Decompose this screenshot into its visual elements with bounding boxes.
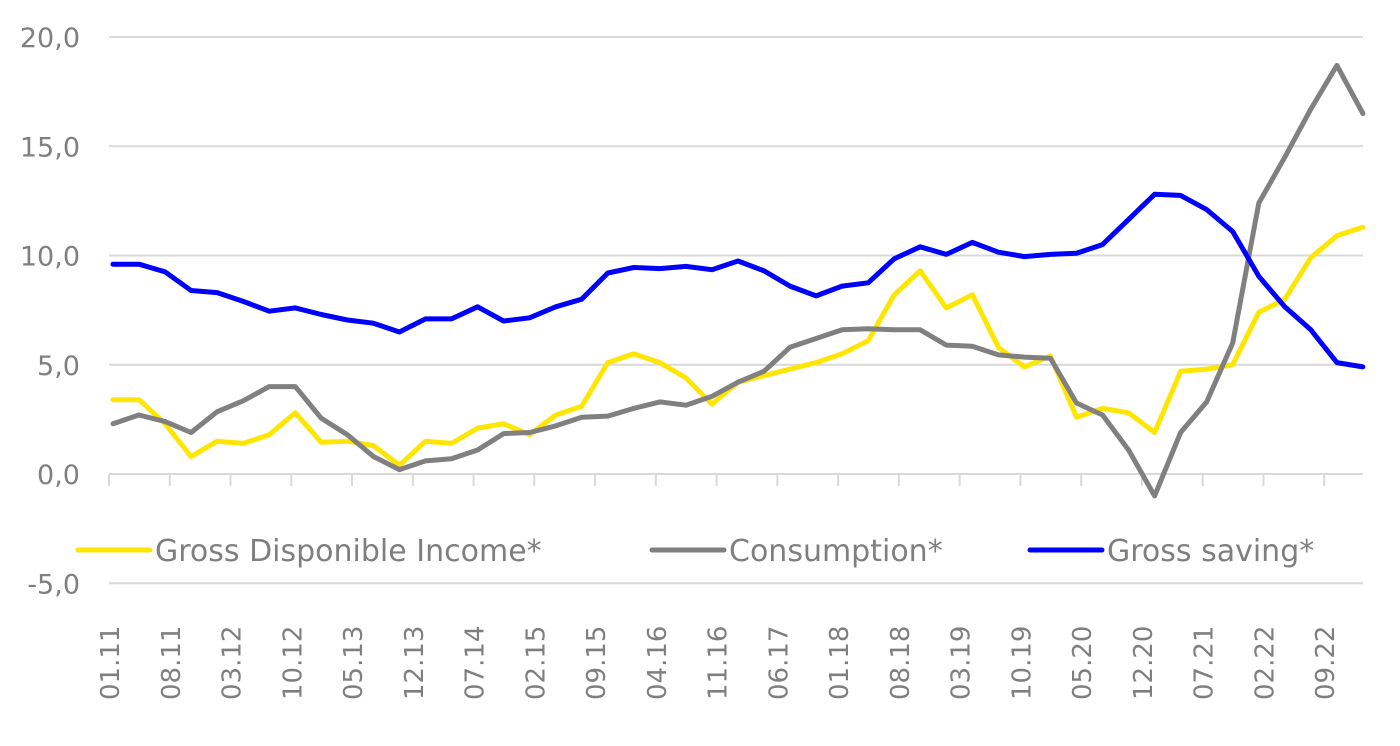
y-axis-tick-labels: 20,0 15,0 10,0 5,0 0,0 -5,0 [20, 23, 80, 600]
x-tick-label: 03.19 [947, 626, 977, 700]
legend-item-consumption[interactable]: Consumption* [649, 534, 943, 569]
y-tick-label: -5,0 [27, 569, 80, 600]
legend-label-gross-saving: Gross saving* [1107, 534, 1314, 569]
x-tick-label: 10.19 [1007, 626, 1037, 700]
x-tick-label: 12.20 [1129, 626, 1159, 700]
x-tick-label: 02.22 [1250, 626, 1280, 700]
x-tick-label: 07.14 [461, 626, 491, 700]
x-tick-label: 05.13 [339, 626, 369, 700]
legend-label-income: Gross Disponible Income* [155, 534, 542, 569]
x-tick-label: 10.12 [278, 626, 308, 700]
x-tick-label: 05.20 [1068, 626, 1098, 700]
gridlines [109, 36, 1363, 585]
series-lines [110, 62, 1366, 499]
x-tick-label: 09.15 [582, 626, 612, 700]
legend-label-consumption: Consumption* [729, 534, 943, 569]
x-tick-label: 08.11 [157, 626, 187, 700]
x-tick-label: 02.15 [521, 626, 551, 700]
x-tick-label: 09.22 [1311, 626, 1341, 700]
y-tick-label: 10,0 [20, 242, 80, 273]
x-tick-label: 12.13 [400, 626, 430, 700]
x-tick-label: 03.12 [218, 626, 248, 700]
x-axis [108, 473, 1363, 486]
x-tick-label: 11.16 [704, 626, 734, 700]
series-line-gross-saving [110, 191, 1366, 370]
y-tick-label: 20,0 [20, 23, 80, 54]
x-tick-label: 04.16 [643, 626, 673, 700]
y-tick-label: 15,0 [20, 132, 80, 163]
legend-item-gross-saving[interactable]: Gross saving* [1027, 534, 1314, 569]
series-line-consumption [110, 62, 1366, 499]
legend: Gross Disponible Income* Consumption* Gr… [75, 534, 1314, 569]
x-tick-label: 01.18 [825, 626, 855, 700]
y-tick-label: 0,0 [37, 460, 80, 491]
y-tick-label: 5,0 [37, 351, 80, 382]
x-tick-label: 01.11 [96, 626, 126, 700]
x-tick-label: 07.21 [1190, 626, 1220, 700]
legend-item-income[interactable]: Gross Disponible Income* [75, 534, 542, 569]
x-tick-label: 08.18 [886, 626, 916, 700]
x-tick-label: 06.17 [764, 626, 794, 700]
x-axis-tick-labels: 01.11 08.11 03.12 10.12 05.13 12.13 07.14 02.15… [96, 626, 1341, 700]
